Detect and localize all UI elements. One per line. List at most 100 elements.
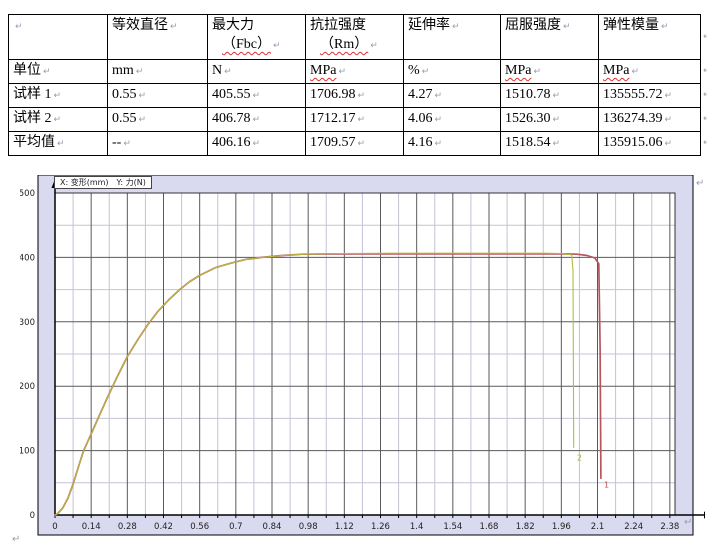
paragraph-mark: ↵ <box>357 115 366 125</box>
y-tick-label: 300 <box>20 318 35 328</box>
table-row-units: 单位 ↵ mm ↵ N ↵ MPa ↵ % ↵ MPa ↵ MPa ↵ <box>8 59 701 84</box>
x-axis-arrow <box>704 511 705 519</box>
cell-s1-tensile[interactable]: 1706.98 ↵ <box>305 83 404 108</box>
cell-unit-elongation[interactable]: % ↵ <box>403 59 501 84</box>
x-tick-label: 1.82 <box>516 522 535 532</box>
x-tick-label: 0.42 <box>154 522 173 532</box>
table-header-row: ↵ 等效直径 ↵ 最大力 （Fbc） ↵ 抗拉强度 （Rm） ↵ 延伸率 ↵ 屈服强度 ↵ 弹… <box>8 14 701 60</box>
paragraph-mark: ↵ <box>135 67 144 77</box>
cell-avg-force[interactable]: 406.16 ↵ <box>207 131 306 156</box>
cell-value: MPa <box>505 63 532 78</box>
row-label-cell[interactable]: 试样 2 ↵ <box>8 107 108 132</box>
paragraph-mark: ↵ <box>357 91 366 101</box>
x-tick-label: 0.7 <box>229 522 243 532</box>
paragraph-mark: ↵ <box>434 91 443 101</box>
x-tick-label: 0.28 <box>118 522 137 532</box>
cell-s1-elongation[interactable]: 4.27 ↵ <box>403 83 501 108</box>
row-label-cell[interactable]: 试样 1 ↵ <box>8 83 108 108</box>
cell-s2-tensile[interactable]: 1712.17 ↵ <box>305 107 404 132</box>
cell-value: 4.27 <box>408 87 433 102</box>
chart-canvas: 0 0.14 0.28 0.42 0.56 0.7 0.84 0.98 1.12 1.26 1.4 1… <box>20 175 705 536</box>
cell-value: 1706.98 <box>310 87 356 102</box>
header-label: 最大力 <box>212 18 254 33</box>
chart-legend: X: 变形(mm) Y: 力(N) <box>54 176 152 189</box>
cell-unit-diameter[interactable]: mm ↵ <box>107 59 208 84</box>
row-label: 试样 1 <box>13 87 52 102</box>
cell-s1-yield[interactable]: 1510.78 ↵ <box>500 83 599 108</box>
x-tick-label: 1.26 <box>371 522 390 532</box>
cell-unit-force[interactable]: N ↵ <box>207 59 306 84</box>
cell-s2-yield[interactable]: 1526.30 ↵ <box>500 107 599 132</box>
cell-value: MPa <box>310 63 337 78</box>
cell-unit-yield[interactable]: MPa ↵ <box>500 59 599 84</box>
cell-value: -- <box>112 135 122 150</box>
paragraph-mark: ↵ <box>661 22 669 32</box>
cell-s2-modulus[interactable]: 136274.39 ↵ <box>598 107 701 132</box>
cell-s2-elongation[interactable]: 4.06 ↵ <box>403 107 501 132</box>
paragraph-mark: ↵ <box>703 138 707 148</box>
paragraph-mark: ↵ <box>703 90 707 100</box>
y-tick-label: 100 <box>20 447 35 457</box>
header-cell-max-force[interactable]: 最大力 （Fbc） ↵ <box>207 14 306 60</box>
x-tick-label: 1.68 <box>480 522 499 532</box>
header-cell-tensile-strength[interactable]: 抗拉强度 （Rm） ↵ <box>305 14 404 60</box>
cell-avg-tensile[interactable]: 1709.57 ↵ <box>305 131 404 156</box>
cell-value: 1510.78 <box>505 87 551 102</box>
cell-s2-force[interactable]: 406.78 ↵ <box>207 107 306 132</box>
paragraph-mark: ↵ <box>421 67 430 77</box>
cell-value: 406.78 <box>212 111 251 126</box>
header-label: 延伸率 <box>408 18 450 33</box>
cell-value: MPa <box>603 63 630 78</box>
paragraph-mark: ↵ <box>552 115 561 125</box>
paragraph-mark: ↵ <box>252 91 261 101</box>
cell-s1-modulus[interactable]: 135555.72 ↵ <box>598 83 701 108</box>
cell-value: 406.16 <box>212 135 251 150</box>
cell-value: 405.55 <box>212 87 251 102</box>
header-cell-elongation[interactable]: 延伸率 ↵ <box>403 14 501 60</box>
y-tick-label: 500 <box>20 189 35 199</box>
cell-value: 1518.54 <box>505 135 551 150</box>
cell-unit-modulus[interactable]: MPa ↵ <box>598 59 701 84</box>
x-tick-label: 1.96 <box>552 522 571 532</box>
cell-s2-diameter[interactable]: 0.55 ↵ <box>107 107 208 132</box>
force-displacement-chart: X: 变形(mm) Y: 力(N) 0 0.14 0.28 0.42 0.56 0.7 0.… <box>20 175 705 545</box>
paragraph-mark: ↵ <box>53 115 62 125</box>
paragraph-mark: ↵ <box>138 115 147 125</box>
row-label: 平均值 <box>13 135 55 150</box>
cell-value: N <box>212 63 223 78</box>
header-label: 等效直径 <box>112 18 168 33</box>
paragraph-mark: ↵ <box>434 115 443 125</box>
header-label: 抗拉强度 <box>310 18 366 33</box>
header-label: 屈服强度 <box>505 18 561 33</box>
table-row-specimen-2: 试样 2 ↵ 0.55 ↵ 406.78 ↵ 1712.17 ↵ 4.06 ↵ 1526.… <box>8 107 701 132</box>
y-tick-label: 200 <box>20 382 35 392</box>
cell-avg-yield[interactable]: 1518.54 ↵ <box>500 131 599 156</box>
cell-s1-diameter[interactable]: 0.55 ↵ <box>107 83 208 108</box>
cell-value: 1709.57 <box>310 135 356 150</box>
cell-s1-force[interactable]: 405.55 ↵ <box>207 83 306 108</box>
cell-value: 0.55 <box>112 111 137 126</box>
row-label-cell[interactable]: 单位 ↵ <box>8 59 108 84</box>
row-label-cell[interactable]: 平均值 ↵ <box>8 131 108 156</box>
paragraph-mark: ↵ <box>273 41 281 51</box>
results-table-region: ↵ 等效直径 ↵ 最大力 （Fbc） ↵ 抗拉强度 （Rm） ↵ 延伸率 ↵ 屈服强度 ↵ 弹… <box>8 14 707 156</box>
x-tick-label: 2.24 <box>624 522 643 532</box>
cell-value: % <box>408 63 420 78</box>
cell-avg-elongation[interactable]: 4.16 ↵ <box>403 131 501 156</box>
cell-unit-tensile[interactable]: MPa ↵ <box>305 59 404 84</box>
table-row-specimen-1: 试样 1 ↵ 0.55 ↵ 405.55 ↵ 1706.98 ↵ 4.27 ↵ 1510.… <box>8 83 701 108</box>
x-tick-label: 0.56 <box>190 522 209 532</box>
header-cell-diameter[interactable]: 等效直径 ↵ <box>107 14 208 60</box>
header-cell-elastic-modulus[interactable]: 弹性模量 ↵ <box>598 14 701 60</box>
cell-avg-diameter[interactable]: -- ↵ <box>107 131 208 156</box>
paragraph-mark: ↵ <box>15 22 23 32</box>
header-cell-yield-strength[interactable]: 屈服强度 ↵ <box>500 14 599 60</box>
x-tick-label: 0.14 <box>82 522 101 532</box>
x-tick-label: 0.84 <box>263 522 282 532</box>
header-label: 弹性模量 <box>603 18 659 33</box>
cell-value: 135555.72 <box>603 87 663 102</box>
paragraph-mark: ↵ <box>563 22 571 32</box>
header-sublabel: （Rm） <box>320 37 369 52</box>
cell-avg-modulus[interactable]: 135915.06 ↵ <box>598 131 701 156</box>
header-cell-empty[interactable]: ↵ <box>8 14 108 60</box>
